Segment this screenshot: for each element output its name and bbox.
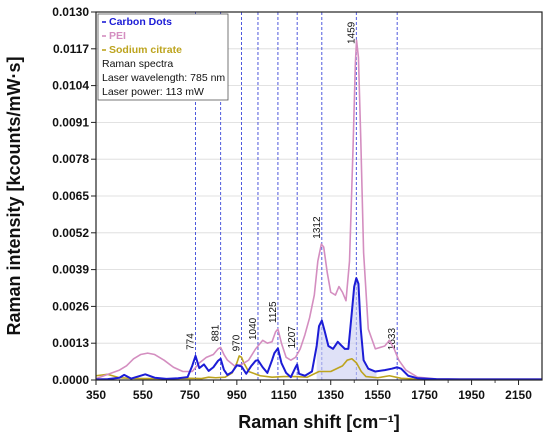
- peak-label: 1459: [346, 21, 357, 44]
- y-tick-label: 0.0026: [52, 299, 89, 313]
- legend-entry: Sodium citrate: [109, 44, 182, 56]
- peak-label: 881: [211, 324, 222, 341]
- series-lines: [95, 39, 542, 381]
- x-tick-label: 950: [227, 388, 247, 402]
- legend-entry: Carbon Dots: [109, 16, 172, 28]
- peak-label: 1207: [287, 326, 298, 349]
- legend-note: Laser wavelength: 785 nm: [102, 72, 225, 84]
- y-tick-label: 0.0052: [52, 226, 89, 240]
- x-axis-title: Raman shift [cm⁻¹]: [238, 412, 400, 432]
- y-tick-label: 0.0065: [52, 189, 89, 203]
- x-tick-label: 1750: [411, 388, 438, 402]
- peak-label: 1125: [268, 301, 279, 323]
- legend-note: Laser power: 113 mW: [102, 86, 204, 98]
- x-tick-label: 1350: [317, 388, 344, 402]
- y-tick-label: 0.0091: [52, 115, 89, 129]
- peak-label: 1312: [312, 216, 323, 239]
- x-tick-label: 350: [86, 388, 106, 402]
- y-tick-label: 0.0000: [52, 373, 89, 387]
- x-tick-label: 2150: [505, 388, 532, 402]
- y-axis-title: Raman intensity [kcounts/mW·s]: [4, 56, 24, 335]
- peak-area-shading: [316, 278, 377, 380]
- x-tick-label: 1950: [458, 388, 485, 402]
- x-tick-label: 1550: [364, 388, 391, 402]
- y-tick-label: 0.0130: [52, 5, 89, 19]
- y-tick-label: 0.0078: [52, 152, 89, 166]
- series-line-carbon-dots: [95, 277, 542, 381]
- x-tick-label: 550: [133, 388, 153, 402]
- x-tick-label: 750: [180, 388, 200, 402]
- legend: Carbon Dots PEI Sodium citrate Raman spectr…: [97, 13, 229, 101]
- series-line-pei: [95, 39, 542, 380]
- y-tick-label: 0.0013: [52, 336, 89, 350]
- peak-label: 1633: [387, 328, 398, 351]
- y-axis: 0.0000 0.0013 0.0026 0.0039 0.0052 0.0065 0.00…: [52, 5, 96, 387]
- legend-note: Raman spectra: [102, 58, 173, 70]
- y-tick-label: 0.0039: [52, 263, 89, 277]
- peak-label: 774: [186, 333, 197, 350]
- peak-label: 1040: [248, 317, 259, 340]
- x-axis: 350 550 750 950 1150 1350 1550 1750 1950 2150: [86, 380, 532, 402]
- peak-label: 970: [232, 334, 243, 351]
- y-tick-label: 0.0104: [52, 79, 89, 93]
- legend-box: [97, 13, 229, 101]
- y-tick-label: 0.0117: [53, 42, 89, 56]
- legend-entry: PEI: [109, 30, 126, 42]
- x-tick-label: 1150: [271, 388, 297, 402]
